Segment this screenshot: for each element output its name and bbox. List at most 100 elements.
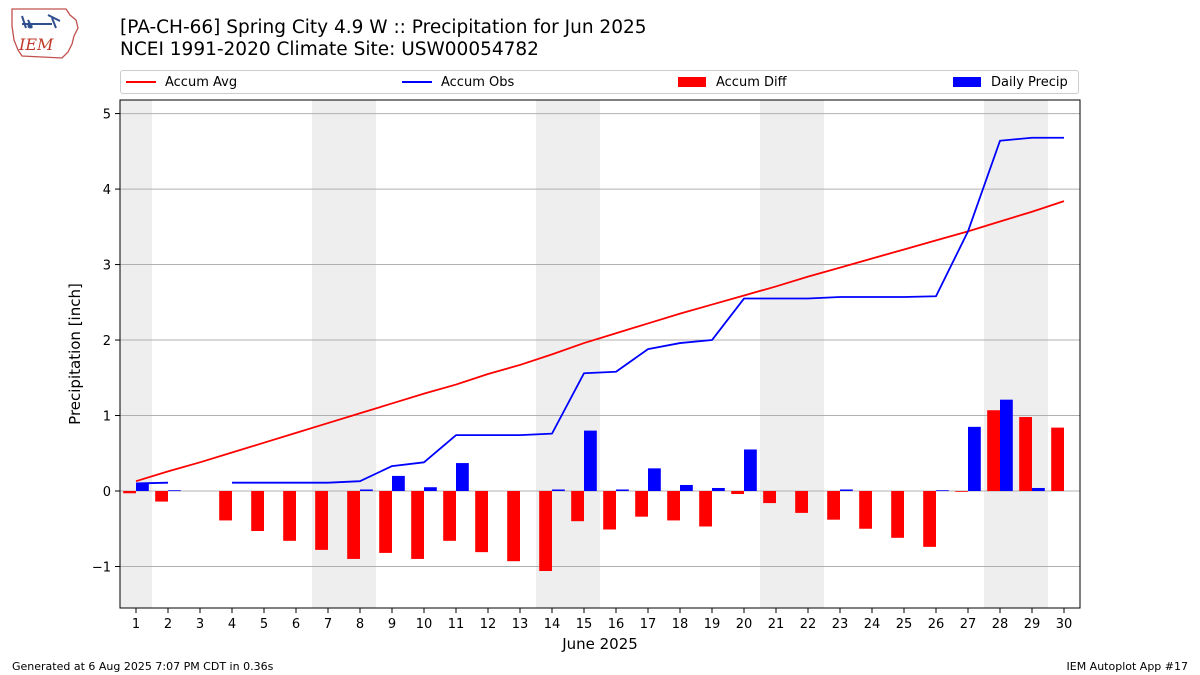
svg-text:IEM: IEM: [18, 35, 54, 54]
accum-avg-line: [135, 200, 1065, 483]
weather-station-icon: [21, 14, 61, 29]
daily-precip-bar: [392, 475, 405, 492]
chart-legend: Accum Avg Accum Obs Accum Diff Daily Pre…: [120, 70, 1079, 94]
daily-precip-bar: [968, 426, 981, 492]
accum-diff-bar: [411, 491, 424, 559]
accum-diff-bar: [731, 491, 744, 495]
accum-diff-bar: [923, 491, 936, 547]
daily-precip-bar: [584, 430, 597, 492]
x-tick-label: 16: [608, 617, 625, 632]
daily-precip-bar: [552, 489, 565, 492]
x-tick-label: 18: [672, 617, 689, 632]
legend-item-daily-precip: Daily Precip: [953, 71, 1068, 93]
x-tick-label: 22: [800, 617, 817, 632]
accum-diff-bar: [859, 491, 872, 529]
accum-diff-bar: [667, 491, 680, 521]
accum-diff-bar: [795, 491, 808, 513]
daily-precip-bar: [136, 483, 149, 492]
daily-precip-bar: [168, 490, 181, 492]
x-tick-label: 14: [544, 617, 561, 632]
accum-diff-bar: [315, 491, 328, 550]
x-tick-label: 29: [1024, 617, 1041, 632]
x-tick-label: 21: [768, 617, 785, 632]
iem-logo: IEM: [11, 8, 79, 59]
legend-item-accum-diff: Accum Diff: [678, 71, 787, 93]
x-tick-label: 7: [324, 617, 332, 632]
chart-subtitle: NCEI 1991-2020 Climate Site: USW00054782: [120, 39, 539, 60]
x-tick-label: 10: [416, 617, 433, 632]
legend-swatch: [402, 81, 432, 83]
accum-diff-bar: [955, 491, 968, 492]
accum-diff-bar: [987, 410, 1000, 492]
weekend-shade: [568, 100, 600, 608]
accum-diff-bar: [507, 491, 520, 562]
accum-diff-bar: [571, 491, 584, 522]
accum-diff-bar: [827, 491, 840, 520]
weekend-shade: [984, 100, 1016, 608]
accum-diff-bar: [763, 491, 776, 504]
x-tick-label: 23: [832, 617, 849, 632]
legend-item-accum-avg: Accum Avg: [126, 71, 237, 93]
x-tick-label: 9: [388, 617, 396, 632]
legend-label: Accum Avg: [165, 74, 238, 90]
accum-diff-bar: [635, 491, 648, 517]
chart-title: [PA-CH-66] Spring City 4.9 W :: Precipit…: [120, 17, 647, 38]
accum-diff-bar: [443, 491, 456, 541]
daily-precip-bar: [424, 487, 437, 492]
daily-precip-bar: [680, 484, 693, 492]
y-tick-label: 4: [103, 183, 111, 198]
x-tick-label: 4: [228, 617, 236, 632]
daily-precip-bar: [616, 489, 629, 492]
accum-diff-bar: [603, 491, 616, 530]
daily-precip-bar: [1032, 487, 1045, 492]
daily-precip-bar: [744, 449, 757, 492]
x-tick-label: 13: [512, 617, 529, 632]
y-tick-label: 0: [103, 485, 111, 500]
x-tick-label: 26: [928, 617, 945, 632]
legend-swatch: [953, 77, 981, 87]
x-tick-label: 25: [896, 617, 913, 632]
accum-diff-bar: [155, 491, 168, 502]
y-tick-label: 1: [103, 410, 111, 425]
weekend-shade: [760, 100, 792, 608]
x-tick-label: 8: [356, 617, 364, 632]
weekend-shade: [120, 100, 152, 608]
x-tick-label: 6: [292, 617, 300, 632]
y-axis-label: Precipitation [inch]: [66, 283, 84, 425]
y-tick-label: 2: [103, 334, 111, 349]
x-tick-label: 20: [736, 617, 753, 632]
x-tick-label: 3: [196, 617, 204, 632]
accum-diff-bar: [699, 491, 712, 527]
x-tick-label: 19: [704, 617, 721, 632]
accum-diff-bar: [283, 491, 296, 541]
x-tick-label: 30: [1056, 617, 1073, 632]
accum-diff-bar: [475, 491, 488, 553]
accum-diff-bar: [1019, 417, 1032, 492]
accum-diff-bar: [219, 491, 232, 521]
accum-diff-bar: [891, 491, 904, 538]
plot-frame: [119, 99, 1081, 609]
daily-precip-bar: [456, 463, 469, 492]
daily-precip-bar: [648, 468, 661, 492]
accum-diff-bar: [539, 491, 552, 572]
x-tick-label: 11: [448, 617, 465, 632]
daily-precip-bar: [360, 489, 373, 492]
legend-label: Accum Obs: [441, 74, 515, 90]
y-tick-label: 5: [103, 108, 111, 123]
x-tick-label: 15: [576, 617, 593, 632]
legend-swatch: [678, 77, 706, 87]
accum-obs-line: [232, 136, 1064, 484]
daily-precip-bar: [712, 487, 725, 492]
app-note: IEM Autoplot App #17: [1066, 660, 1189, 673]
accum-diff-bar: [123, 491, 136, 494]
accum-diff-bar: [1051, 427, 1064, 492]
daily-precip-bar: [936, 490, 949, 492]
accum-diff-bar: [347, 491, 360, 559]
x-tick-label: 28: [992, 617, 1009, 632]
legend-item-accum-obs: Accum Obs: [402, 71, 514, 93]
y-tick-label: 3: [103, 259, 111, 274]
x-tick-label: 12: [480, 617, 497, 632]
legend-label: Daily Precip: [991, 74, 1068, 90]
weekend-shade: [792, 100, 824, 608]
